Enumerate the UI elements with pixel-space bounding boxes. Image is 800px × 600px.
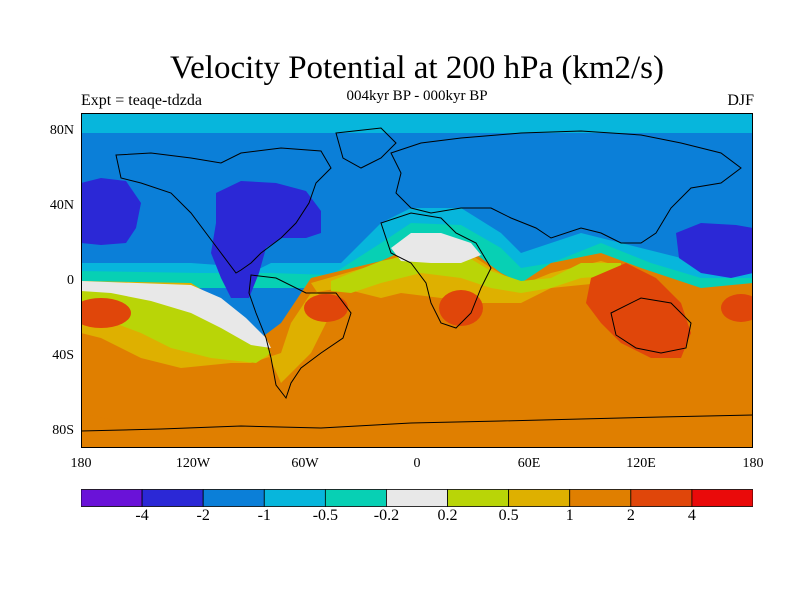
map-title: Velocity Potential at 200 hPa (km2/s)	[169, 50, 665, 86]
colorbar-box-8	[569, 489, 632, 507]
lat-tick-80s: 80S	[52, 423, 74, 438]
fill-pos05-b	[331, 253, 621, 293]
fill-pos2	[81, 243, 753, 448]
colorbar-label: -0.5	[312, 507, 339, 524]
colorbar-label: -4	[135, 507, 149, 524]
colorbar-box-2	[202, 489, 265, 507]
lat-tick-40s: 40S	[52, 348, 74, 363]
fill-pos02	[81, 281, 271, 348]
colorbar-box-0	[81, 489, 143, 507]
map-frame	[81, 113, 753, 448]
colorbar-box-4	[324, 489, 387, 507]
fill-pos4-c	[439, 290, 483, 326]
colorbar-box-5	[386, 489, 448, 507]
colorbar-label: -1	[257, 507, 271, 524]
lat-tick-80n: 80N	[49, 123, 74, 138]
colorbar-box-3	[263, 489, 326, 507]
lat-tick-40n: 40N	[49, 198, 74, 213]
fill-pos4-b	[304, 294, 348, 322]
fill-neg2-a	[81, 178, 141, 245]
eurasia-coast	[390, 130, 742, 244]
lat-tick-0: 0	[67, 273, 74, 288]
map-subtitle: 004kyr BP - 000kyr BP	[346, 88, 488, 104]
lon-tick-120w: 120W	[175, 456, 211, 471]
fill-neg2-b	[211, 181, 321, 298]
australia-coast	[610, 297, 692, 354]
lon-tick-180w: 180	[70, 456, 92, 471]
lon-tick-0: 0	[413, 456, 421, 471]
fill-neg2-c	[676, 223, 753, 278]
velocity-potential-map	[81, 113, 753, 448]
fill-pos4-a	[81, 298, 131, 328]
colorbar-box-6	[447, 489, 510, 507]
fill-pos02-b	[391, 233, 481, 263]
africa-coast	[380, 212, 492, 329]
lon-tick-180e: 180	[742, 456, 764, 471]
colorbar-label: 4	[687, 507, 696, 524]
colorbar-label: 1	[565, 507, 574, 524]
colorbar-box-9	[630, 489, 693, 507]
fill-pos2-patch	[81, 413, 753, 448]
fill-pos4-d	[586, 263, 691, 358]
colorbar-label: -0.2	[373, 507, 400, 524]
colorbar-label: 2	[626, 507, 635, 524]
colorbar-box-10	[691, 489, 753, 507]
colorbar-label: -2	[196, 507, 210, 524]
antarctica-coast	[81, 414, 753, 432]
fill-pos05	[81, 281, 271, 363]
lon-tick-120e: 120E	[626, 456, 656, 471]
fill-neg05-north	[81, 113, 753, 133]
colorbar-box-7	[508, 489, 571, 507]
south-america-coast	[248, 274, 352, 400]
greenland-coast	[335, 127, 397, 169]
lon-tick-60w: 60W	[291, 456, 319, 471]
coastlines	[81, 127, 753, 432]
season-label: DJF	[727, 92, 754, 109]
experiment-label: Expt = teaqe-tdzda	[81, 92, 202, 109]
lon-tick-60e: 60E	[517, 456, 541, 471]
colorbar-box-1	[141, 489, 204, 507]
colorbar-label: 0.2	[437, 507, 458, 524]
north-america-coast	[115, 147, 332, 274]
colorbar-label: 0.5	[498, 507, 519, 524]
colorbar	[81, 489, 753, 507]
fill-pos4-e	[721, 294, 753, 322]
